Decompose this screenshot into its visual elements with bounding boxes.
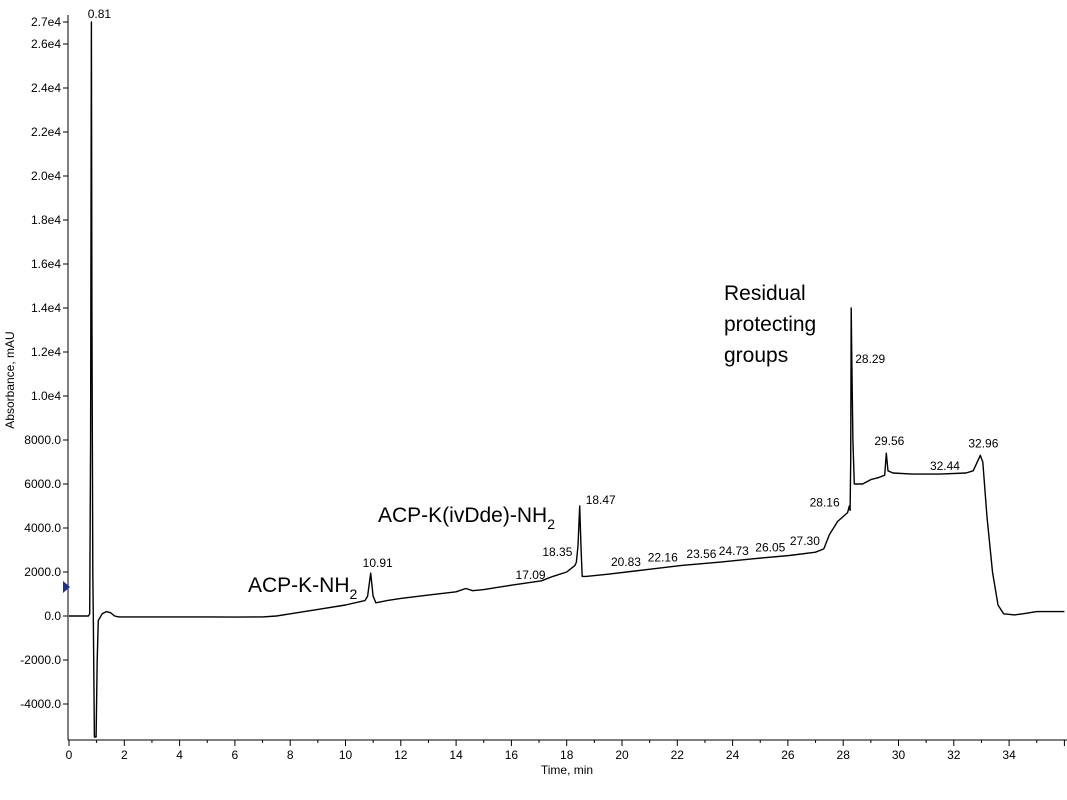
peak-label: 10.91 [363,556,393,570]
x-tick-label: 6 [232,748,239,762]
y-tick-label: 2.0e4 [31,169,61,183]
peak-label: 28.29 [855,352,885,366]
y-tick-label: 1.6e4 [31,257,61,271]
x-tick-label: 18 [560,748,574,762]
x-tick-label: 26 [781,748,795,762]
peak-label: 24.73 [719,544,749,558]
annotation-residual-protecting-groups: Residual protecting groups [724,282,822,367]
peak-label: 29.56 [874,434,904,448]
annotation-residual-line-1: Residual [724,282,806,305]
annotation-residual-line-3: groups [724,344,788,367]
chromatogram-trace [69,21,1065,738]
y-tick-label: 1.8e4 [31,213,61,227]
y-tick-label: 2.7e4 [31,15,61,29]
x-tick-label: 2 [121,748,128,762]
y-tick-label: 2.4e4 [31,81,61,95]
x-tick-label: 10 [339,748,353,762]
y-tick-label: 1.0e4 [31,389,61,403]
x-tick-label: 32 [947,748,961,762]
y-tick-label: -4000.0 [20,697,61,711]
y-tick-label: 8000.0 [24,433,61,447]
x-tick-label: 20 [615,748,629,762]
y-axis-title: Absorbance, mAU [3,331,17,428]
x-tick-label: 30 [892,748,906,762]
y-tick-label: 1.4e4 [31,301,61,315]
peak-label: 17.09 [516,568,546,582]
y-tick-label: 0.0 [44,609,61,623]
annotation-acp-k-ivdde-nh2: ACP-K(ivDde)-NH2 [378,504,555,532]
y-tick-label: 1.2e4 [31,345,61,359]
x-tick-label: 14 [449,748,463,762]
x-tick-label: 8 [287,748,294,762]
x-tick-label: 22 [671,748,685,762]
x-tick-label: 12 [394,748,408,762]
y-tick-label: -2000.0 [20,653,61,667]
peak-label: 18.35 [542,545,572,559]
x-axis-title: Time, min [541,763,593,777]
peak-label: 0.81 [88,7,112,21]
annotation-acp-k-nh2: ACP-K-NH2 [248,574,358,602]
y-tick-label: 2.6e4 [31,37,61,51]
peak-label: 20.83 [611,555,641,569]
peak-label: 23.56 [686,547,716,561]
peak-label: 22.16 [648,550,678,564]
annotation-acp-k-nh2-sub: 2 [350,586,358,602]
annotation-residual-line-2: protecting [724,313,816,336]
baseline-marker-icon [63,581,70,593]
x-tick-label: 16 [505,748,519,762]
x-tick-label: 28 [837,748,851,762]
peak-label: 32.44 [930,459,960,473]
annotation-acp-k-ivdde-nh2-sub: 2 [547,516,555,532]
y-tick-label: 6000.0 [24,477,61,491]
x-tick-label: 4 [176,748,183,762]
x-tick-label: 0 [66,748,73,762]
y-tick-label: 2.2e4 [31,125,61,139]
annotation-acp-k-nh2-main: ACP-K-NH [248,574,350,597]
x-tick-label: 24 [726,748,740,762]
y-tick-label: 2000.0 [24,565,61,579]
y-tick-label: 4000.0 [24,521,61,535]
peak-label: 26.05 [755,541,785,555]
x-tick-label: 34 [1002,748,1016,762]
peak-label: 28.16 [810,496,840,510]
peak-label: 32.96 [968,436,998,450]
peak-label: 18.47 [586,493,616,507]
annotation-acp-k-ivdde-nh2-main: ACP-K(ivDde)-NH [378,504,547,527]
peak-label: 27.30 [790,534,820,548]
